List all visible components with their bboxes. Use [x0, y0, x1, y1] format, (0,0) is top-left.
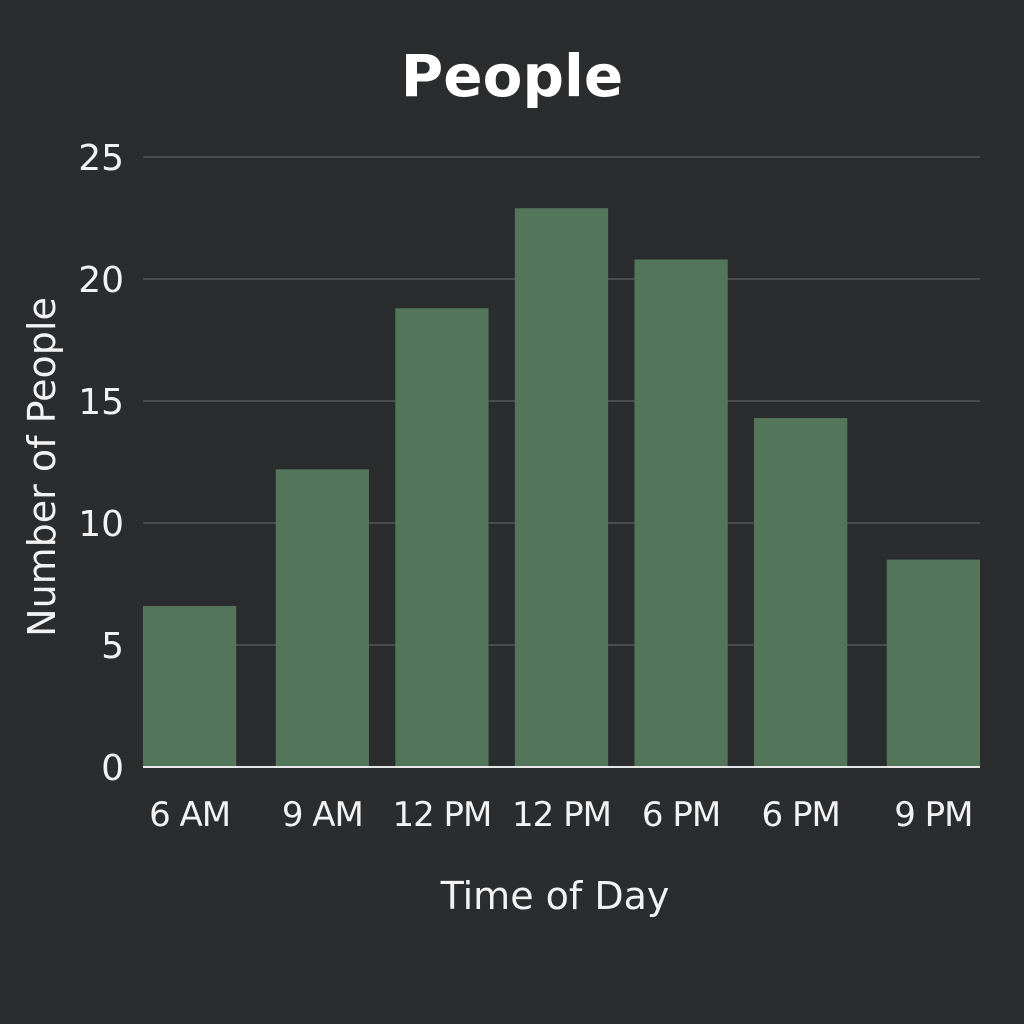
y-tick-label: 0 [101, 748, 124, 789]
y-tick-label: 15 [78, 382, 124, 423]
bar [634, 259, 728, 767]
bar [395, 308, 489, 767]
x-tick-label: 12 PM [512, 795, 611, 835]
x-tick-label: 9 AM [282, 795, 363, 835]
y-axis-label: Number of People [20, 297, 64, 637]
bars [143, 208, 980, 768]
y-tick-label: 25 [78, 138, 124, 179]
bar [754, 418, 848, 767]
x-tick-label: 6 PM [642, 795, 720, 835]
y-tick-label: 10 [78, 504, 124, 545]
bar [886, 559, 980, 767]
bar [275, 469, 369, 767]
bar [143, 605, 237, 767]
x-tick-label: 6 PM [762, 795, 840, 835]
y-tick-label: 5 [101, 626, 124, 667]
axes: 0 5 10 15 20 25 6 AM 9 AM 12 PM 12 PM 6 PM 6 PM 9 PM [78, 138, 980, 835]
x-tick-label: 12 PM [392, 795, 491, 835]
x-tick-label: 9 PM [894, 795, 972, 835]
x-axis-label: Time of Day [440, 874, 670, 918]
bar [514, 208, 609, 768]
y-tick-label: 20 [78, 260, 124, 301]
x-tick-label: 6 AM [149, 795, 230, 835]
chart-title: People [400, 42, 624, 110]
